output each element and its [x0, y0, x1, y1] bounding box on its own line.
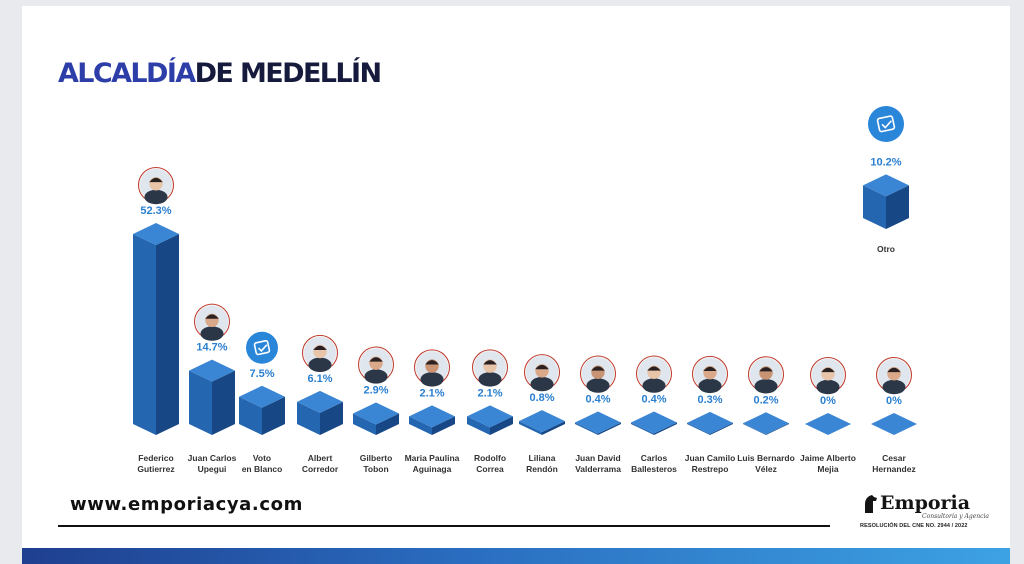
avatar	[302, 334, 338, 373]
category-label: Juan Carlos Upegui	[188, 453, 237, 474]
category-label: Luis Bernardo Vélez	[737, 453, 795, 474]
bar	[687, 411, 733, 435]
value-label: 14.7%	[196, 342, 227, 354]
value-label: 6.1%	[307, 373, 332, 385]
bar	[353, 402, 399, 435]
avatar	[194, 303, 230, 341]
brand-name: Emporia	[880, 492, 971, 514]
brand-logo: Emporia Consultoría y Agencia RESOLUCIÓN…	[860, 492, 990, 533]
bar	[467, 405, 513, 435]
value-label: 0.4%	[641, 394, 666, 406]
category-label: Federico Gutierrez	[137, 453, 174, 474]
bar	[239, 385, 285, 435]
category-label: Juan David Valderrama	[575, 453, 621, 474]
value-label: 0.8%	[529, 392, 554, 404]
category-label: Cesar Hernandez	[872, 453, 915, 474]
value-label: 2.9%	[363, 384, 388, 396]
category-label: Maria Paulina Aguinaga	[405, 453, 460, 474]
value-label: 0%	[886, 395, 902, 407]
slide-card	[22, 6, 1010, 556]
bar	[409, 405, 455, 435]
footer-divider	[58, 525, 830, 527]
category-label: Gilberto Tobon	[360, 453, 393, 474]
bar	[863, 174, 909, 229]
horse-icon	[865, 495, 877, 513]
bar	[297, 390, 343, 435]
avatar	[636, 355, 672, 393]
avatar	[414, 349, 450, 387]
category-label: Voto en Blanco	[242, 453, 283, 474]
bar	[189, 359, 235, 435]
value-label: 0.3%	[697, 394, 722, 406]
avatar	[876, 357, 912, 395]
category-label: Albert Corredor	[302, 453, 339, 474]
page-title: ALCALDÍADE MEDELLÍN	[58, 58, 382, 89]
bottom-accent-bar	[22, 548, 1010, 564]
value-label: 0.4%	[585, 394, 610, 406]
ballot-icon	[246, 331, 278, 364]
avatar	[692, 355, 728, 394]
category-label: Jaime Alberto Mejia	[800, 453, 856, 474]
title-part-2: DE MEDELLÍN	[194, 58, 382, 89]
bar	[519, 410, 565, 435]
value-label: 0.2%	[753, 394, 778, 406]
category-label: Rodolfo Correa	[474, 453, 506, 474]
bar	[631, 411, 677, 435]
category-label: Carlos Ballesteros	[631, 453, 677, 474]
value-label: 10.2%	[870, 156, 901, 168]
bar	[575, 411, 621, 435]
avatar	[472, 349, 508, 387]
title-part-1: ALCALDÍA	[58, 58, 196, 89]
value-label: 0%	[820, 395, 836, 407]
ballot-icon	[868, 106, 904, 142]
value-label: 2.1%	[419, 387, 444, 399]
category-label: Liliana Rendón	[526, 453, 558, 474]
value-label: 52.3%	[140, 205, 171, 217]
website-url[interactable]: www.emporiacya.com	[70, 494, 303, 515]
bar	[871, 413, 917, 435]
value-label: 7.5%	[249, 368, 274, 380]
brand-tagline: Consultoría y Agencia	[922, 513, 989, 520]
avatar	[810, 357, 846, 395]
bar	[133, 223, 179, 435]
avatar	[748, 356, 784, 394]
avatar	[358, 346, 394, 384]
category-label: Juan Camilo Restrepo	[685, 453, 736, 474]
value-label: 2.1%	[477, 387, 502, 399]
bar	[805, 413, 851, 435]
bar	[743, 412, 789, 435]
category-label: Otro	[877, 244, 895, 254]
resolution-text: RESOLUCIÓN DEL CNE NO. 2944 / 2022	[860, 523, 968, 529]
avatar	[580, 355, 616, 393]
avatar	[138, 167, 174, 205]
avatar	[524, 354, 560, 392]
